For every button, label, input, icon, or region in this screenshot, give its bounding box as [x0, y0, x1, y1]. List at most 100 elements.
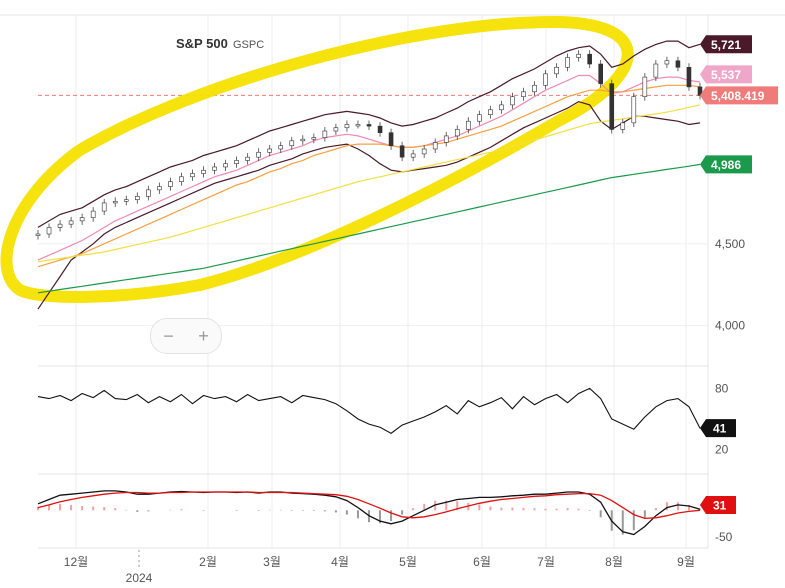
candle-body — [201, 169, 206, 174]
candle-body — [289, 140, 295, 147]
price-badge-label: 5,408.419 — [711, 89, 765, 103]
price-badges: 5,721 5,537 5,408.419 4,986 — [700, 35, 778, 174]
candle-body — [554, 66, 559, 75]
candle-body — [112, 200, 118, 204]
candle-body — [234, 160, 239, 165]
candle-body — [388, 132, 394, 147]
rsi-y-tick-label: 80 — [715, 381, 729, 395]
x-tick-label: 6월 — [473, 555, 491, 569]
candle-body — [675, 60, 681, 68]
candle-body — [532, 84, 537, 93]
zoom-in-button[interactable]: + — [198, 325, 209, 346]
x-tick-label: 7월 — [537, 555, 555, 569]
x-tick-label: 2월 — [199, 555, 217, 569]
candle-body — [664, 60, 670, 65]
candle-body — [35, 233, 41, 236]
candle-body — [499, 104, 504, 111]
x-tick-label: 3월 — [263, 555, 281, 569]
rsi-badge — [700, 419, 736, 438]
macd-panel: 31 — [37, 490, 736, 536]
candle-body — [311, 137, 317, 140]
macd-badge — [700, 496, 736, 514]
macd-badge-label: 31 — [713, 499, 727, 513]
candle-body — [576, 53, 581, 58]
x-tick-label: 4월 — [331, 555, 349, 569]
price-badge-label: 4,986 — [711, 158, 741, 172]
candle-body — [57, 223, 63, 228]
candle-body — [521, 91, 526, 98]
candle-body — [146, 189, 151, 197]
series-bb_mid — [37, 74, 701, 261]
candle-body — [267, 148, 273, 153]
rsi-line — [37, 387, 701, 434]
candle-body — [278, 145, 284, 150]
candle-body — [223, 163, 228, 168]
candle-body — [333, 127, 339, 132]
candle-body — [355, 124, 361, 127]
x-tick-label: 5월 — [399, 555, 417, 569]
zoom-control: − + — [150, 318, 222, 354]
price-badge — [700, 35, 752, 54]
candle-body — [399, 145, 405, 158]
rsi-panel: 41 — [37, 387, 736, 438]
rsi-badge-label: 41 — [713, 422, 727, 436]
price-series-group — [35, 40, 703, 310]
series-ma_yellow — [37, 104, 701, 263]
candle-body — [631, 96, 637, 124]
zoom-out-button[interactable]: − — [163, 325, 174, 346]
candle-body — [432, 142, 438, 150]
candle-body — [135, 196, 140, 200]
year-label: 2024 — [126, 571, 153, 585]
candle-body — [245, 156, 250, 161]
series-bb_upper — [37, 40, 701, 228]
candle-body — [598, 63, 604, 84]
candle-body — [686, 66, 692, 88]
price-badge — [700, 155, 752, 174]
price-badge-label: 5,721 — [711, 38, 741, 52]
price-badge — [700, 65, 752, 84]
candle-body — [653, 63, 659, 78]
price-badge-label: 5,537 — [711, 68, 741, 82]
series-ma_green — [37, 163, 701, 294]
candle-body — [642, 76, 648, 98]
candle-body — [157, 186, 162, 191]
candle-body — [465, 120, 471, 130]
x-tick-label: 12월 — [64, 555, 88, 569]
candle-body — [344, 124, 350, 129]
candle-body — [488, 109, 493, 115]
axes: 12월 2월 3월 4월 5월 6월 7월 8월 9월 2024 4,000 4,500 20 80 -50 — [64, 237, 746, 585]
candle-body — [256, 151, 261, 158]
highlight-ellipse — [0, 15, 634, 303]
candle-body — [620, 122, 626, 130]
chart-title: S&P 500 — [176, 36, 228, 51]
candle-body — [377, 125, 383, 133]
price-y-tick-label: 4,000 — [715, 318, 745, 332]
x-tick-label: 9월 — [677, 555, 695, 569]
candle-body — [46, 227, 52, 235]
series-ma_orange — [37, 84, 701, 268]
candle-body — [410, 153, 416, 158]
x-tick-label: 8월 — [605, 555, 623, 569]
candle-body — [179, 176, 184, 182]
candle-body — [300, 138, 306, 142]
candle-body — [697, 86, 703, 96]
candle-body — [366, 124, 372, 127]
candle-body — [454, 129, 460, 137]
candle-body — [212, 166, 217, 171]
macd-signal-line — [37, 491, 701, 520]
candle-body — [587, 53, 592, 65]
candle-body — [543, 73, 548, 86]
candle-body — [565, 57, 570, 68]
candle-body — [190, 173, 195, 178]
candle-body — [123, 199, 129, 202]
highlight-path — [0, 15, 634, 303]
price-y-tick-label: 4,500 — [715, 237, 745, 251]
candle-body — [322, 130, 328, 138]
candle-body — [79, 217, 85, 222]
candle-body — [609, 83, 615, 130]
macd-y-tick-label: -50 — [715, 530, 733, 544]
price-badge — [700, 86, 778, 105]
candle-body — [68, 220, 74, 225]
candle-body — [443, 135, 449, 143]
